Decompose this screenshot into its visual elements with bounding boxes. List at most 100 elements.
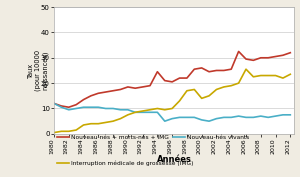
Interruption médicale de grossesse (IMG) [274,75,277,77]
Nouveau-nés + morts-nés + IMG [163,79,166,82]
Nouveau-nés vivants [200,119,203,121]
Interruption médicale de grossesse (IMG) [104,121,107,124]
Nouveau-nés + morts-nés + IMG [281,54,285,56]
Line: Nouveau-nés + morts-nés + IMG: Nouveau-nés + morts-nés + IMG [54,52,290,107]
Nouveau-nés vivants [207,120,211,122]
Nouveau-nés + morts-nés + IMG [215,69,218,72]
Interruption médicale de grossesse (IMG) [266,75,270,77]
Interruption médicale de grossesse (IMG) [178,100,181,102]
Nouveau-nés + morts-nés + IMG [237,50,240,53]
Nouveau-nés vivants [185,116,189,118]
Nouveau-nés vivants [67,109,70,111]
Interruption médicale de grossesse (IMG) [237,82,240,84]
Interruption médicale de grossesse (IMG) [97,123,100,125]
Nouveau-nés + morts-nés + IMG [259,57,262,59]
Nouveau-nés vivants [230,116,233,118]
Interruption médicale de grossesse (IMG) [170,107,174,110]
X-axis label: Années: Années [157,155,191,164]
Interruption médicale de grossesse (IMG) [141,110,144,112]
Nouveau-nés + morts-nés + IMG [126,86,130,88]
Nouveau-nés vivants [193,116,196,118]
Nouveau-nés + morts-nés + IMG [222,69,226,72]
Nouveau-nés vivants [163,120,166,122]
Nouveau-nés vivants [281,114,285,116]
Nouveau-nés vivants [104,107,107,110]
Nouveau-nés vivants [222,116,226,118]
Nouveau-nés vivants [111,107,115,110]
Nouveau-nés + morts-nés + IMG [119,88,122,91]
Nouveau-nés vivants [97,106,100,108]
Interruption médicale de grossesse (IMG) [244,68,248,70]
Line: Nouveau-nés vivants: Nouveau-nés vivants [54,103,290,121]
Interruption médicale de grossesse (IMG) [119,118,122,120]
Nouveau-nés + morts-nés + IMG [148,85,152,87]
Nouveau-nés + morts-nés + IMG [97,92,100,94]
Interruption médicale de grossesse (IMG) [215,88,218,91]
Interruption médicale de grossesse (IMG) [60,130,63,132]
Nouveau-nés + morts-nés + IMG [185,77,189,79]
Interruption médicale de grossesse (IMG) [252,76,255,78]
Nouveau-nés vivants [119,109,122,111]
Nouveau-nés + morts-nés + IMG [52,102,56,104]
Nouveau-nés vivants [134,111,137,113]
Nouveau-nés + morts-nés + IMG [111,90,115,92]
Nouveau-nés vivants [178,116,181,118]
Nouveau-nés vivants [141,111,144,113]
Nouveau-nés + morts-nés + IMG [230,68,233,70]
Nouveau-nés vivants [289,114,292,116]
Interruption médicale de grossesse (IMG) [200,97,203,99]
Nouveau-nés vivants [156,111,159,113]
Interruption médicale de grossesse (IMG) [89,123,93,125]
Nouveau-nés vivants [266,116,270,118]
Nouveau-nés vivants [237,115,240,117]
Nouveau-nés vivants [252,116,255,118]
Interruption médicale de grossesse (IMG) [74,129,78,131]
Nouveau-nés vivants [259,115,262,117]
Nouveau-nés vivants [244,116,248,118]
Nouveau-nés + morts-nés + IMG [252,59,255,61]
Interruption médicale de grossesse (IMG) [289,73,292,75]
Interruption médicale de grossesse (IMG) [82,124,85,126]
Nouveau-nés + morts-nés + IMG [289,52,292,54]
Y-axis label: Taux
(pour 10000
naissances): Taux (pour 10000 naissances) [28,50,49,91]
Nouveau-nés + morts-nés + IMG [156,71,159,73]
Interruption médicale de grossesse (IMG) [52,132,56,134]
Interruption médicale de grossesse (IMG) [134,111,137,113]
Legend: Interruption médicale de grossesse (IMG): Interruption médicale de grossesse (IMG) [57,161,194,166]
Nouveau-nés + morts-nés + IMG [266,57,270,59]
Nouveau-nés + morts-nés + IMG [60,105,63,107]
Nouveau-nés + morts-nés + IMG [274,55,277,58]
Line: Interruption médicale de grossesse (IMG): Interruption médicale de grossesse (IMG) [54,69,290,133]
Nouveau-nés vivants [170,118,174,120]
Nouveau-nés + morts-nés + IMG [141,86,144,88]
Nouveau-nés + morts-nés + IMG [134,87,137,89]
Interruption médicale de grossesse (IMG) [193,88,196,91]
Interruption médicale de grossesse (IMG) [185,90,189,92]
Nouveau-nés + morts-nés + IMG [178,77,181,79]
Nouveau-nés + morts-nés + IMG [67,106,70,108]
Nouveau-nés + morts-nés + IMG [74,104,78,106]
Interruption médicale de grossesse (IMG) [148,109,152,111]
Nouveau-nés vivants [148,111,152,113]
Interruption médicale de grossesse (IMG) [281,77,285,79]
Interruption médicale de grossesse (IMG) [126,114,130,116]
Interruption médicale de grossesse (IMG) [207,95,211,97]
Nouveau-nés + morts-nés + IMG [104,91,107,93]
Interruption médicale de grossesse (IMG) [230,85,233,87]
Nouveau-nés vivants [60,106,63,108]
Interruption médicale de grossesse (IMG) [67,130,70,132]
Nouveau-nés vivants [89,106,93,108]
Nouveau-nés vivants [215,118,218,120]
Nouveau-nés vivants [82,106,85,108]
Nouveau-nés vivants [52,102,56,104]
Nouveau-nés + morts-nés + IMG [207,71,211,73]
Interruption médicale de grossesse (IMG) [163,109,166,111]
Nouveau-nés + morts-nés + IMG [244,58,248,60]
Nouveau-nés + morts-nés + IMG [200,67,203,69]
Nouveau-nés vivants [74,107,78,110]
Nouveau-nés + morts-nés + IMG [193,68,196,70]
Interruption médicale de grossesse (IMG) [259,75,262,77]
Nouveau-nés + morts-nés + IMG [170,81,174,83]
Nouveau-nés + morts-nés + IMG [89,95,93,97]
Interruption médicale de grossesse (IMG) [156,107,159,110]
